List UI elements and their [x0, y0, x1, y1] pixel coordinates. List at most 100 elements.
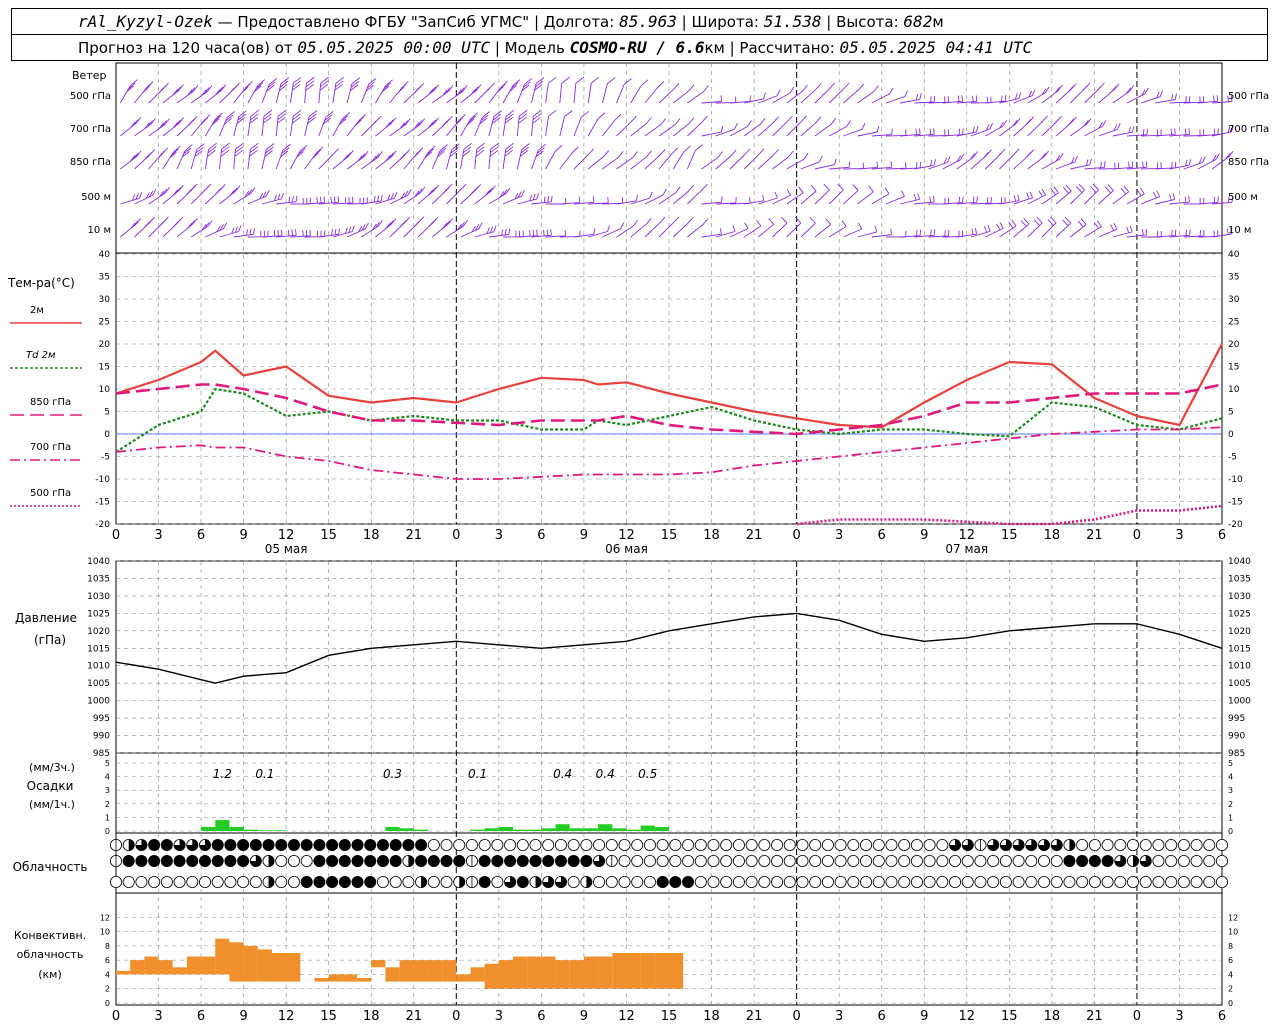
- cloud-symbol: [771, 876, 784, 889]
- convective-bar: [541, 956, 556, 989]
- convective-bar: [357, 978, 372, 982]
- wind-barb: [970, 197, 992, 205]
- wind-barb: [276, 195, 298, 205]
- model-unit: км: [704, 39, 725, 57]
- wind-barb: [686, 144, 703, 170]
- precip-bar: [215, 820, 230, 831]
- cloud-symbol: [1139, 876, 1152, 889]
- wind-barb: [134, 149, 155, 170]
- cloud-symbol-mark: [186, 839, 198, 851]
- wind-barb: [772, 216, 788, 238]
- cloud-symbol: [1063, 876, 1076, 889]
- wind-barb: [517, 192, 540, 205]
- wind-barb: [1169, 96, 1191, 104]
- precip-bar: [555, 824, 570, 831]
- cloud-symbol: [732, 855, 745, 868]
- hour-tick-top: 6: [537, 528, 545, 543]
- wind-barb: [233, 110, 247, 137]
- wind-level-label: 700 гПа: [70, 124, 111, 135]
- wind-level-label-right: 500 гПа: [1228, 91, 1269, 102]
- wind-barb: [857, 125, 880, 137]
- wind-barb: [261, 229, 283, 238]
- cloud-symbol: [516, 839, 529, 852]
- wind-barb: [389, 189, 412, 205]
- cloud-symbol: [974, 855, 987, 868]
- lat-label: | Широта:: [676, 13, 764, 31]
- cloud-symbol: [783, 839, 796, 852]
- wind-barb: [800, 83, 822, 104]
- wind-barb: [644, 216, 666, 238]
- wind-barb: [304, 110, 318, 137]
- cloud-symbol: [796, 876, 809, 889]
- legend-label-td2m-line: Td 2м: [26, 350, 56, 361]
- wind-barb: [573, 228, 596, 238]
- cloud-symbol: [593, 839, 606, 852]
- cloud-symbol: [300, 839, 313, 852]
- hour-tick-top: 0: [112, 528, 120, 543]
- cloud-symbol: [1216, 855, 1229, 868]
- cloud-symbol: [313, 855, 326, 868]
- cloud-symbol: [910, 855, 923, 868]
- wind-barb: [417, 145, 436, 170]
- cloud-symbol: [1088, 876, 1101, 889]
- cloud-symbol: [885, 839, 898, 852]
- wind-barb: [843, 222, 863, 238]
- cloud-symbol: [529, 839, 542, 852]
- alt-unit: м: [932, 13, 944, 31]
- cloud-symbol: [402, 876, 415, 889]
- wind-barb: [914, 95, 936, 104]
- wind-barb: [1211, 151, 1234, 170]
- wind-barb: [403, 216, 425, 238]
- wind-barb: [531, 229, 552, 238]
- precip-bar: [598, 824, 613, 831]
- forecast-bar: Прогноз на 120 часа(ов) от 05.05.2025 00…: [11, 34, 1268, 61]
- press-ytick-right: 995: [1228, 714, 1245, 724]
- td2m-line: [115, 387, 1223, 453]
- wind-barb: [1112, 161, 1134, 170]
- wind-barb: [928, 156, 951, 170]
- wind-barb: [1212, 95, 1233, 104]
- wind-barb: [289, 109, 302, 137]
- lon-label: Долгота:: [543, 13, 620, 31]
- press-ytick-right: 1015: [1228, 644, 1251, 654]
- cloud-symbol: [351, 839, 364, 852]
- wind-barb: [1197, 95, 1219, 104]
- wind-barb: [1084, 161, 1106, 170]
- wind-barb: [531, 143, 547, 170]
- cloud-symbol: [313, 876, 326, 889]
- convective-bar: [498, 960, 514, 989]
- cloud-symbol: [1203, 839, 1216, 852]
- cloud-symbol: [1101, 839, 1114, 852]
- precip-bar: [654, 826, 669, 831]
- wind-barb: [403, 147, 424, 170]
- hour-tick-top: 6: [1218, 528, 1226, 543]
- wind-barb: [999, 194, 1020, 205]
- precip-ytick-left: 1: [105, 813, 110, 822]
- wind-barb: [942, 95, 964, 104]
- precip-ytick-left: 4: [105, 773, 110, 782]
- wind-barb: [914, 159, 936, 170]
- precip-bar: [527, 829, 542, 831]
- hour-tick-bottom: 18: [1044, 1009, 1061, 1024]
- hour-tick-top: 15: [320, 528, 337, 543]
- press-ytick-right: 1030: [1228, 592, 1251, 602]
- wind-barb: [828, 183, 844, 205]
- hour-tick-bottom: 0: [792, 1009, 800, 1024]
- wind-barb: [389, 81, 409, 104]
- wind-barb: [119, 79, 138, 104]
- cloud-symbol: [1152, 855, 1165, 868]
- legend-label-t850-line: 850 гПа: [30, 397, 71, 408]
- cloud-symbol: [1012, 855, 1025, 868]
- cloud-symbol-mark: [504, 876, 516, 888]
- wind-barb: [573, 76, 585, 104]
- wind-barb: [1069, 183, 1085, 205]
- wind-barb: [687, 115, 708, 137]
- wind-barb: [474, 142, 485, 170]
- wind-barb: [304, 230, 326, 238]
- wind-barb: [204, 142, 217, 170]
- convective-bar: [257, 949, 272, 982]
- wind-barb: [1070, 218, 1087, 238]
- conv-ytick-right: 10: [1228, 928, 1238, 937]
- precip-total-label: 0.3: [383, 767, 402, 781]
- cloud-symbol: [860, 839, 873, 852]
